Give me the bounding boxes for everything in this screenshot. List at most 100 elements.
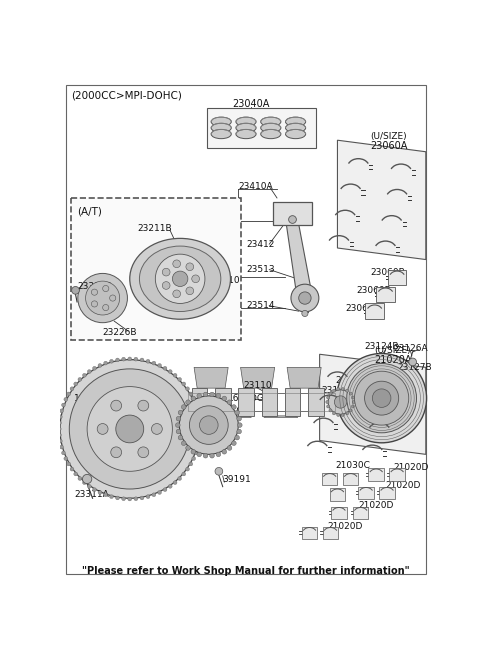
- FancyBboxPatch shape: [71, 198, 241, 341]
- Text: (A/T): (A/T): [77, 206, 102, 216]
- Circle shape: [409, 358, 417, 365]
- Circle shape: [349, 409, 352, 412]
- Bar: [188, 393, 335, 411]
- Text: 21020D: 21020D: [393, 463, 429, 472]
- Circle shape: [216, 394, 221, 398]
- Circle shape: [181, 441, 186, 445]
- Circle shape: [109, 360, 113, 363]
- Text: 23120: 23120: [335, 376, 364, 385]
- Circle shape: [355, 371, 409, 425]
- Circle shape: [192, 275, 200, 283]
- Text: 23311A: 23311A: [74, 490, 108, 499]
- Circle shape: [196, 445, 200, 449]
- Circle shape: [176, 417, 181, 421]
- Bar: [322, 473, 337, 485]
- Circle shape: [231, 441, 236, 445]
- Polygon shape: [194, 367, 228, 388]
- Circle shape: [61, 403, 65, 407]
- Text: 23410A: 23410A: [238, 182, 273, 191]
- Circle shape: [186, 445, 191, 450]
- Polygon shape: [320, 354, 426, 455]
- Text: 21020D: 21020D: [327, 522, 363, 531]
- Circle shape: [116, 358, 120, 362]
- Ellipse shape: [286, 117, 306, 126]
- Circle shape: [326, 405, 330, 408]
- Circle shape: [57, 427, 61, 431]
- Circle shape: [64, 457, 68, 460]
- Text: 1601DG: 1601DG: [228, 394, 265, 403]
- Polygon shape: [337, 140, 426, 259]
- Circle shape: [98, 491, 102, 495]
- Circle shape: [163, 488, 167, 491]
- Circle shape: [121, 357, 126, 361]
- Circle shape: [203, 392, 208, 397]
- Circle shape: [235, 410, 240, 415]
- Ellipse shape: [211, 117, 231, 126]
- Ellipse shape: [211, 123, 231, 132]
- Circle shape: [197, 440, 201, 443]
- Bar: [331, 507, 347, 519]
- Circle shape: [168, 369, 172, 373]
- Circle shape: [162, 269, 170, 276]
- Text: 23123: 23123: [339, 405, 368, 414]
- Text: 23060B: 23060B: [345, 303, 380, 312]
- Text: 23311B: 23311B: [77, 282, 112, 291]
- Text: 21020D: 21020D: [359, 502, 394, 510]
- Circle shape: [328, 390, 353, 415]
- Circle shape: [189, 392, 193, 396]
- Circle shape: [111, 447, 121, 458]
- Circle shape: [346, 412, 348, 415]
- Bar: [215, 388, 230, 416]
- Circle shape: [146, 495, 150, 498]
- Circle shape: [59, 415, 62, 419]
- Circle shape: [138, 447, 149, 458]
- Bar: [365, 303, 384, 319]
- Ellipse shape: [261, 130, 281, 139]
- Text: 23060A: 23060A: [370, 141, 408, 151]
- Text: 39191: 39191: [223, 474, 252, 483]
- Bar: [376, 286, 395, 302]
- Circle shape: [121, 497, 126, 500]
- Bar: [238, 388, 254, 416]
- Polygon shape: [264, 416, 298, 417]
- Circle shape: [78, 273, 127, 323]
- Circle shape: [235, 436, 240, 440]
- Circle shape: [176, 429, 181, 434]
- Bar: [388, 270, 407, 285]
- Bar: [302, 527, 317, 539]
- Circle shape: [198, 421, 202, 425]
- Circle shape: [186, 400, 191, 405]
- Ellipse shape: [236, 130, 256, 139]
- Circle shape: [93, 366, 96, 370]
- Circle shape: [70, 467, 74, 471]
- Text: 21030C: 21030C: [335, 460, 370, 470]
- Circle shape: [329, 409, 332, 412]
- Circle shape: [157, 491, 161, 495]
- Circle shape: [372, 389, 391, 407]
- Circle shape: [227, 445, 232, 450]
- Circle shape: [349, 392, 352, 395]
- Circle shape: [103, 286, 109, 291]
- Text: 1430JE: 1430JE: [74, 394, 105, 403]
- Text: 23514: 23514: [246, 301, 275, 310]
- Bar: [359, 487, 374, 499]
- Circle shape: [72, 286, 79, 294]
- Circle shape: [365, 381, 399, 415]
- Circle shape: [197, 415, 201, 419]
- Ellipse shape: [139, 246, 221, 312]
- Circle shape: [78, 377, 82, 381]
- Circle shape: [83, 373, 86, 377]
- Circle shape: [181, 405, 186, 409]
- Circle shape: [237, 429, 241, 434]
- Text: (U/SIZE): (U/SIZE): [374, 346, 410, 355]
- Circle shape: [138, 400, 149, 411]
- Circle shape: [91, 301, 97, 307]
- Circle shape: [180, 396, 238, 455]
- Text: 21020D: 21020D: [385, 481, 421, 490]
- Circle shape: [186, 287, 193, 295]
- Circle shape: [194, 451, 198, 455]
- Circle shape: [176, 422, 180, 428]
- Circle shape: [200, 416, 218, 434]
- Circle shape: [61, 451, 65, 455]
- Circle shape: [299, 292, 311, 304]
